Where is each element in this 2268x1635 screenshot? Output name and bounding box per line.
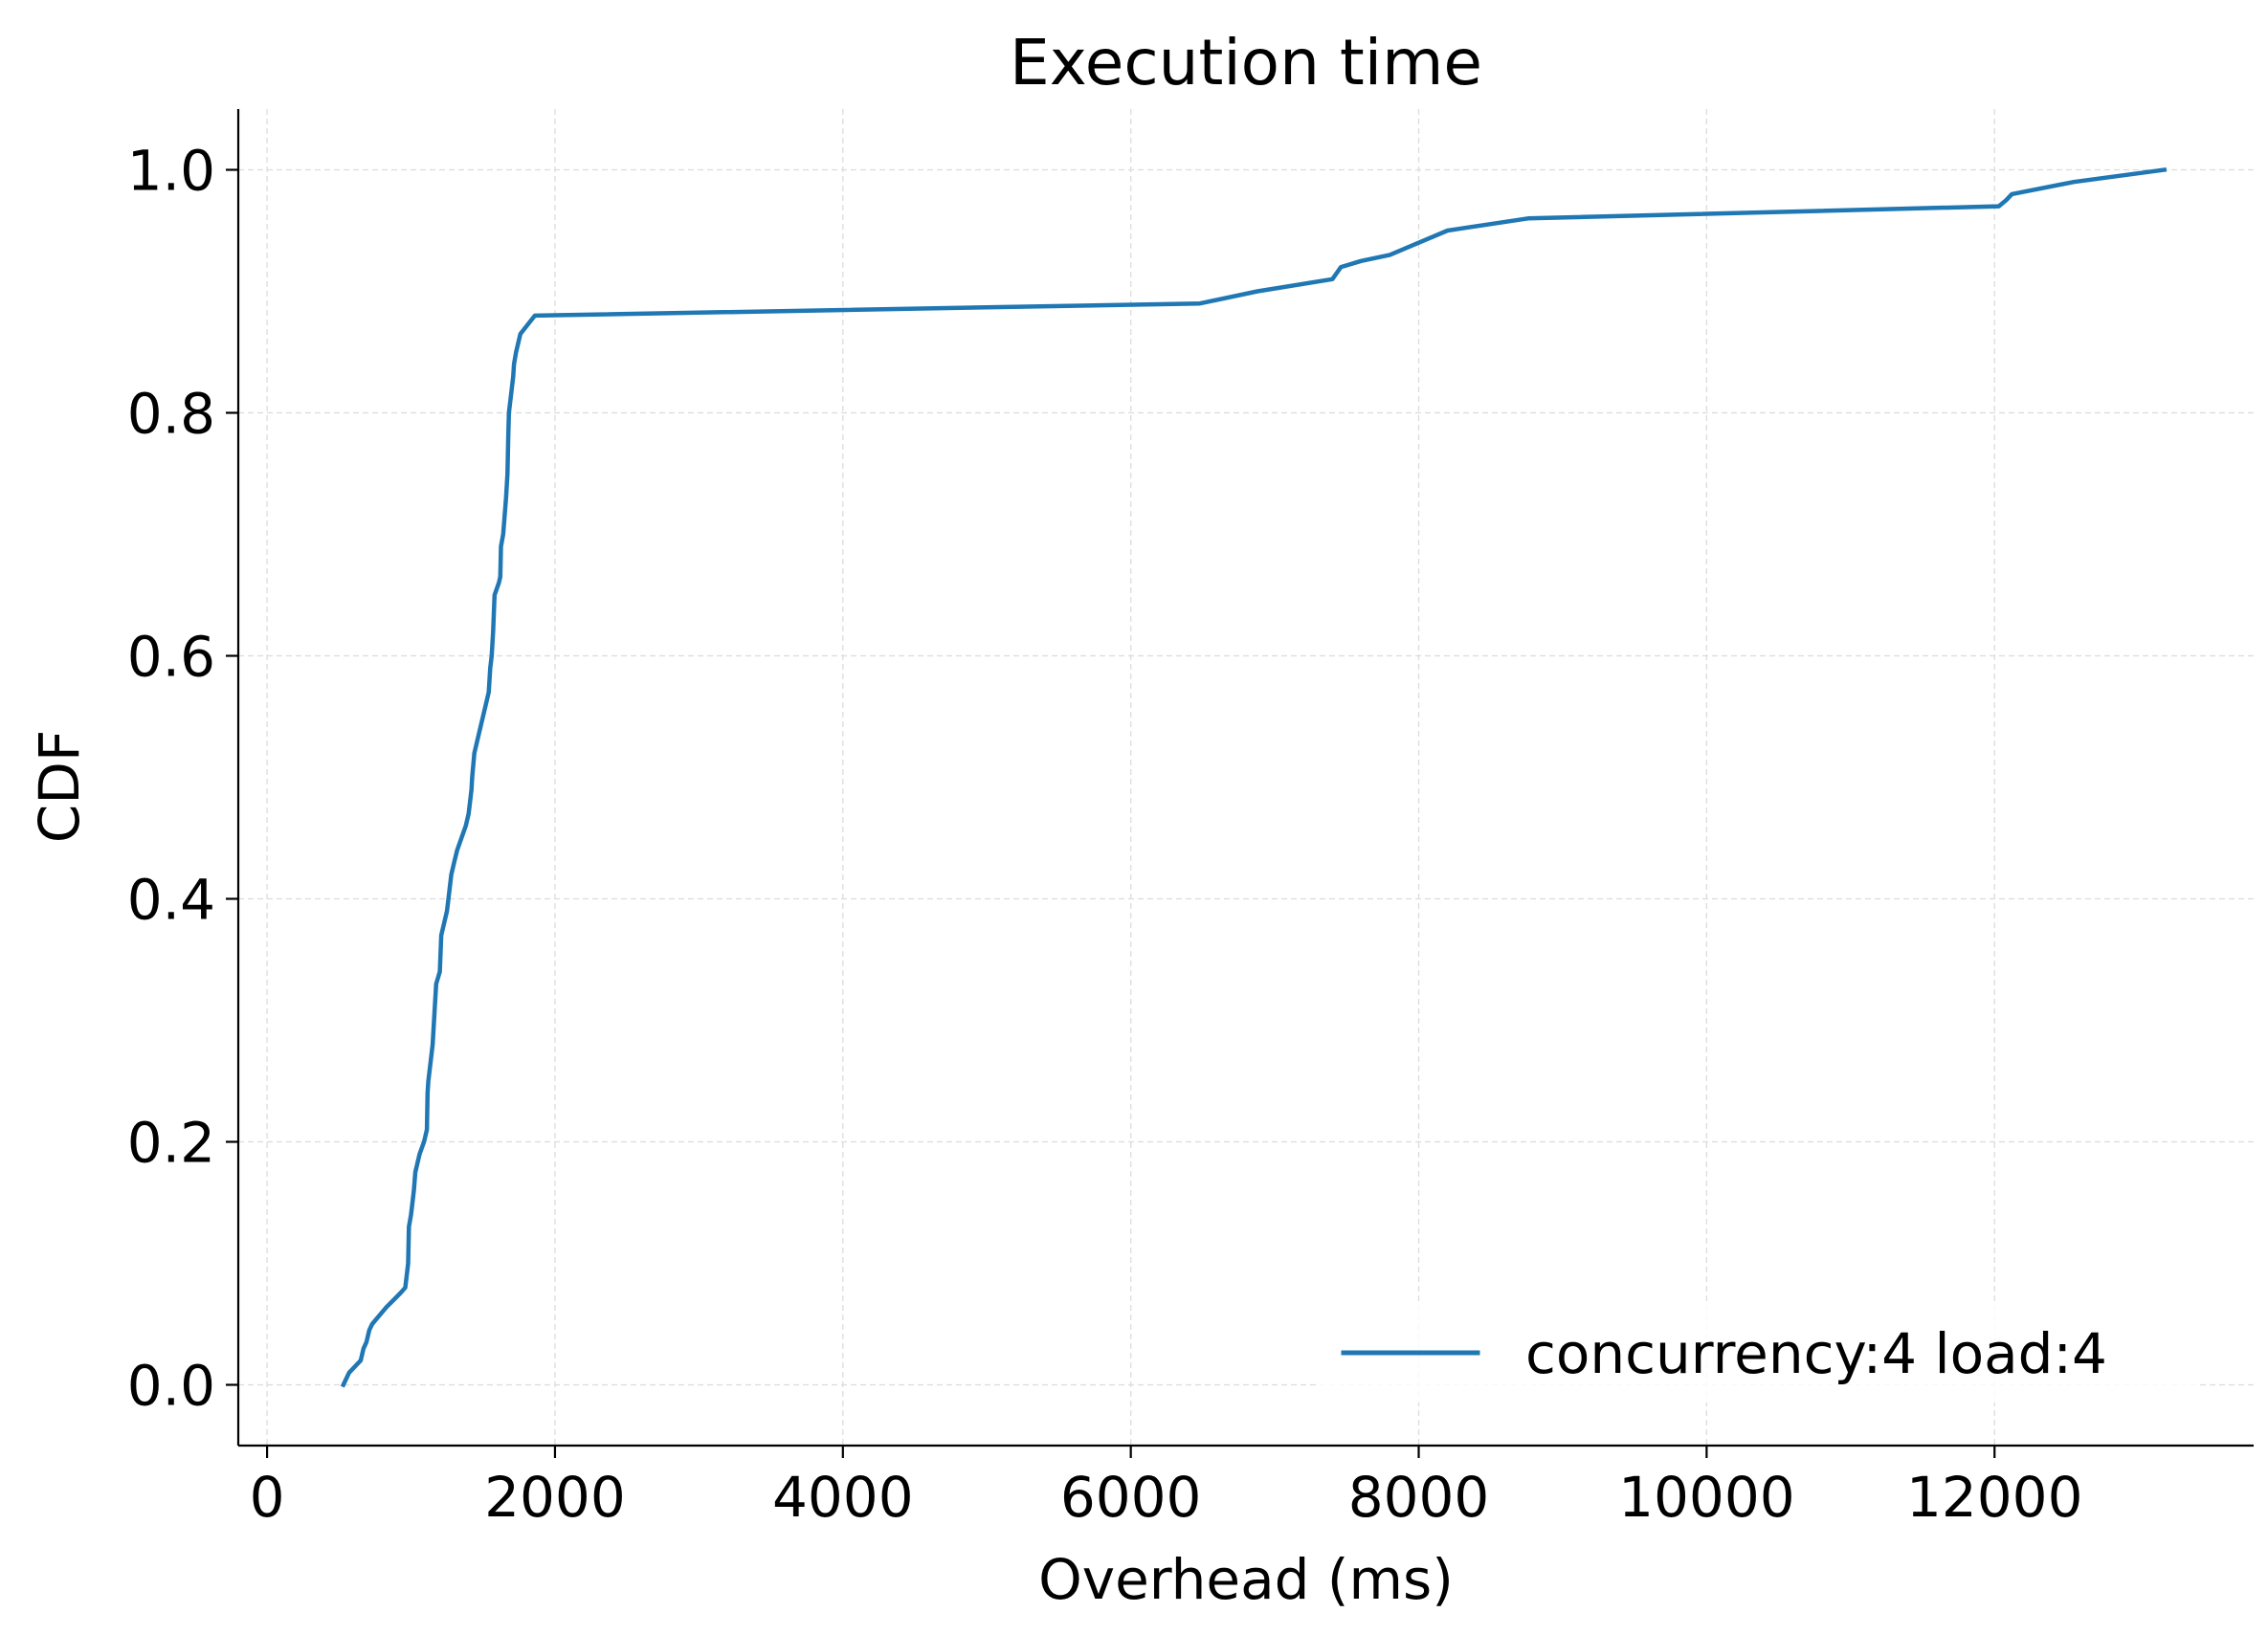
axes xyxy=(236,109,2254,1447)
legend: concurrency:4 load:4 xyxy=(1319,1302,2199,1403)
y-axis-label: CDF xyxy=(27,730,92,844)
x-tick-label: 10000 xyxy=(1618,1465,1795,1530)
series-layer xyxy=(340,166,2168,1388)
x-ticks: 0 2000 4000 6000 8000 10000 12000 xyxy=(250,1446,2083,1530)
y-ticks: 0.0 0.2 0.4 0.6 0.8 1.0 xyxy=(127,139,238,1419)
y-tick-label: 1.0 xyxy=(127,139,215,204)
x-tick-label: 8000 xyxy=(1348,1465,1490,1530)
x-tick-label: 2000 xyxy=(484,1465,626,1530)
series-line-0 xyxy=(340,166,2168,1388)
x-tick-label: 0 xyxy=(250,1465,285,1530)
x-tick-label: 6000 xyxy=(1060,1465,1202,1530)
x-axis-label: Overhead (ms) xyxy=(1038,1547,1454,1612)
grid-lines xyxy=(238,109,2254,1446)
y-tick-label: 0.8 xyxy=(127,382,215,447)
y-tick-label: 0.6 xyxy=(127,625,215,690)
y-tick-label: 0.0 xyxy=(127,1354,215,1419)
x-tick-label: 4000 xyxy=(772,1465,914,1530)
y-tick-label: 0.4 xyxy=(127,868,215,933)
y-tick-label: 0.2 xyxy=(127,1111,215,1176)
legend-label: concurrency:4 load:4 xyxy=(1525,1321,2107,1386)
x-tick-label: 12000 xyxy=(1906,1465,2083,1530)
chart-title: Execution time xyxy=(1010,26,1482,99)
